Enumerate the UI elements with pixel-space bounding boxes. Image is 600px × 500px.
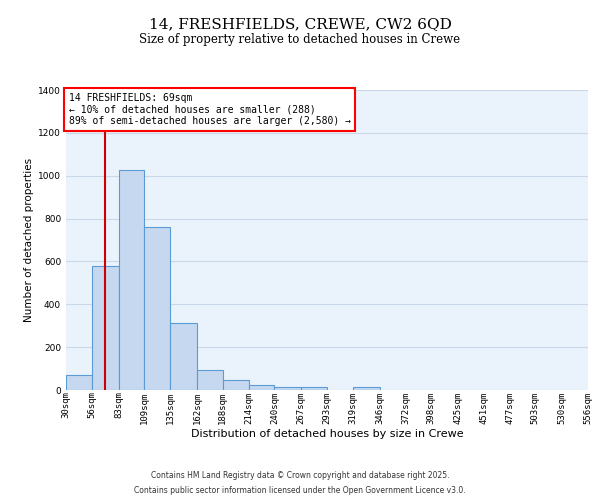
Text: Size of property relative to detached houses in Crewe: Size of property relative to detached ho… [139, 32, 461, 46]
Text: Contains public sector information licensed under the Open Government Licence v3: Contains public sector information licen… [134, 486, 466, 495]
Bar [248, 384, 274, 390]
Bar [274, 387, 301, 390]
Bar [197, 370, 223, 390]
Text: 14 FRESHFIELDS: 69sqm
← 10% of detached houses are smaller (288)
89% of semi-det: 14 FRESHFIELDS: 69sqm ← 10% of detached … [68, 93, 350, 126]
Bar [145, 227, 170, 390]
Bar [301, 387, 327, 390]
Bar [119, 170, 145, 390]
Text: 14, FRESHFIELDS, CREWE, CW2 6QD: 14, FRESHFIELDS, CREWE, CW2 6QD [149, 18, 451, 32]
Bar [66, 375, 92, 390]
Text: Contains HM Land Registry data © Crown copyright and database right 2025.: Contains HM Land Registry data © Crown c… [151, 471, 449, 480]
Bar [353, 387, 380, 390]
Bar [92, 266, 119, 390]
Bar [170, 322, 197, 390]
X-axis label: Distribution of detached houses by size in Crewe: Distribution of detached houses by size … [191, 429, 463, 439]
Bar [223, 380, 248, 390]
Y-axis label: Number of detached properties: Number of detached properties [24, 158, 34, 322]
